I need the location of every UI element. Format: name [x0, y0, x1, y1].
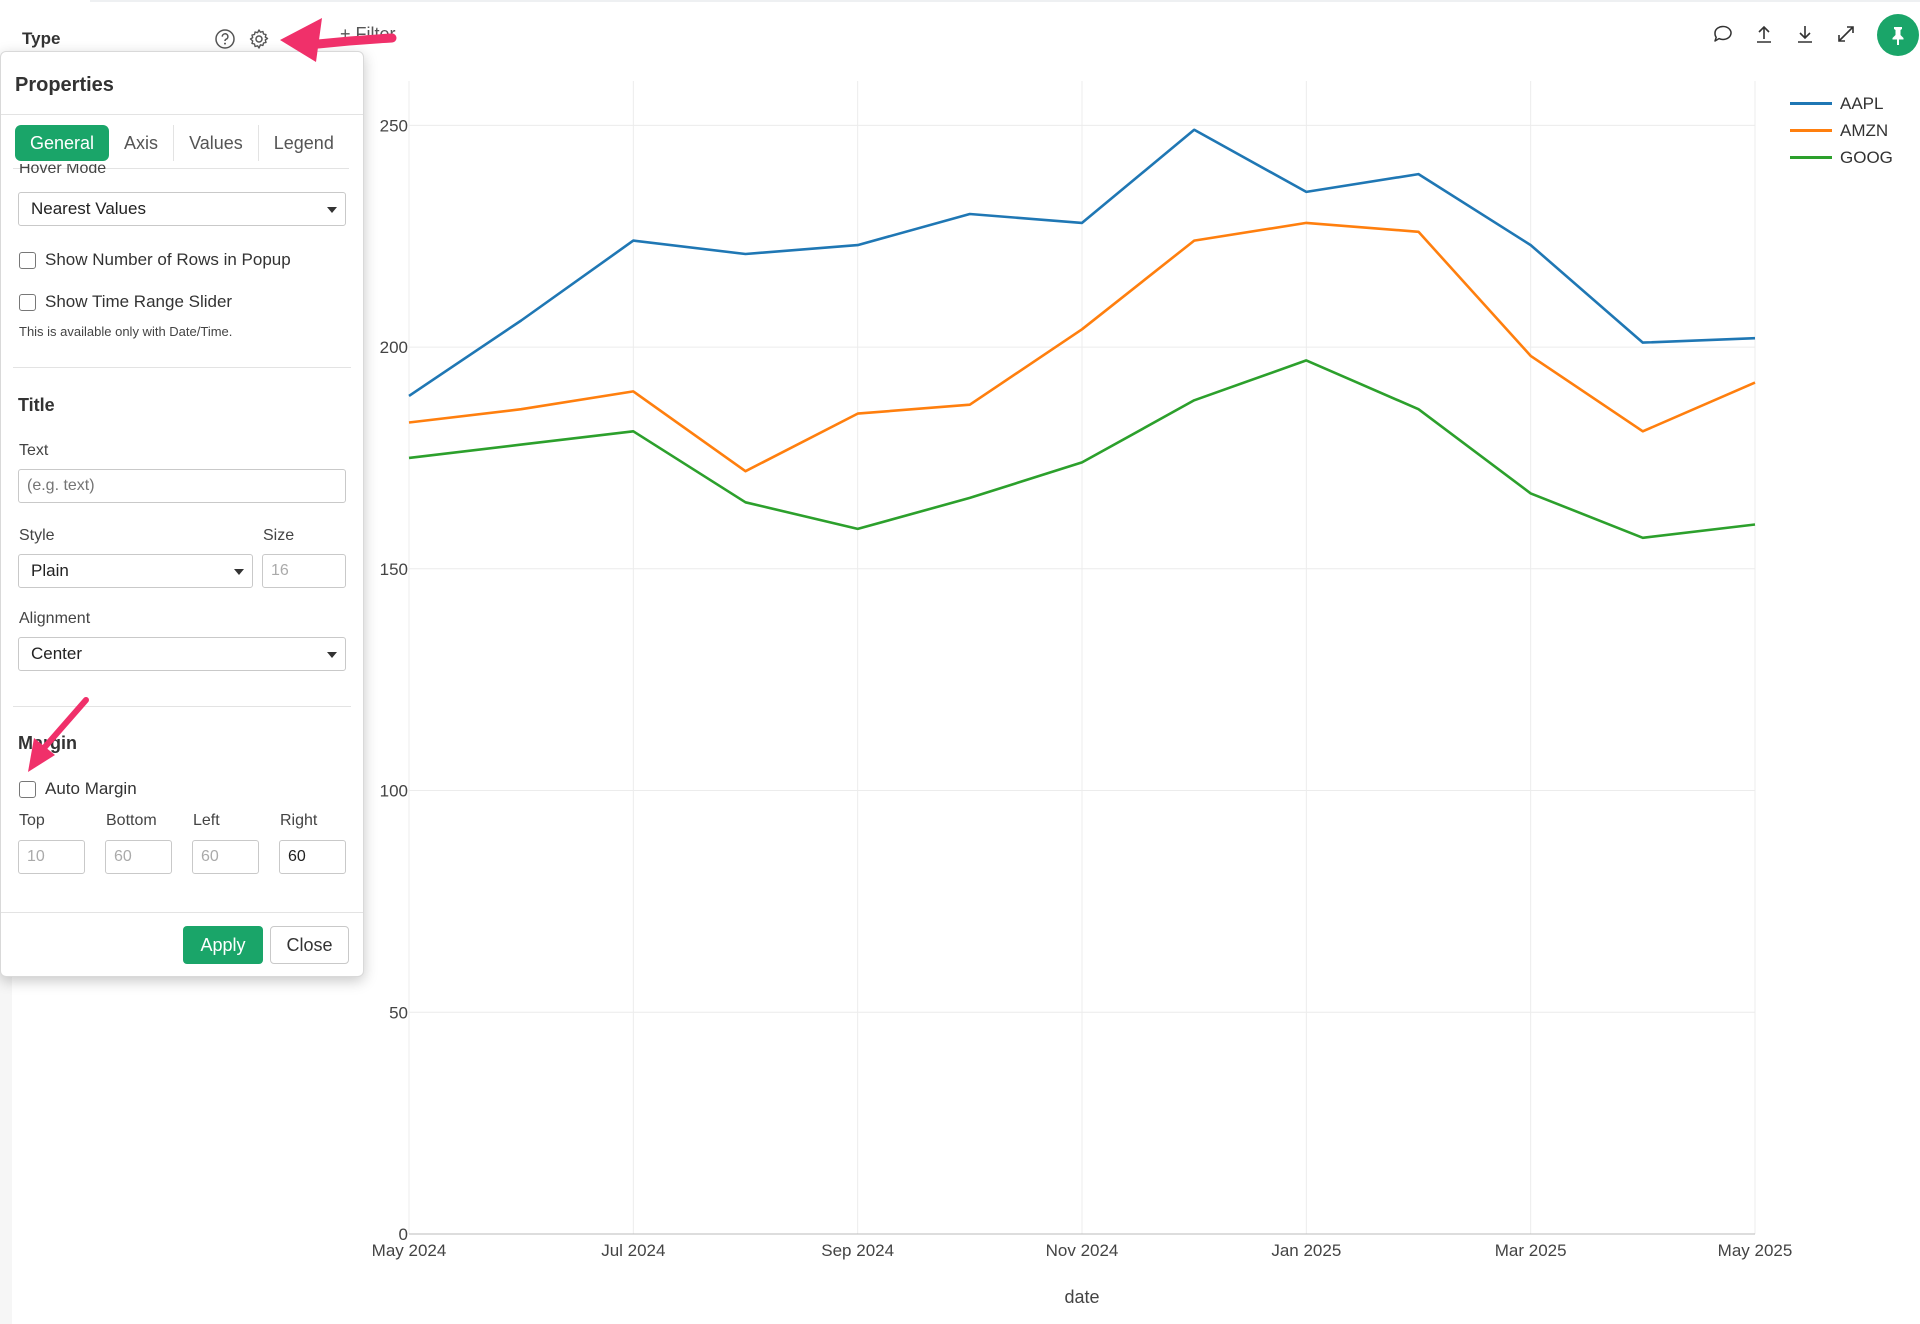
alignment-label: Alignment: [19, 610, 91, 627]
y-tick-label: 100: [380, 782, 408, 801]
divider: [1, 114, 363, 115]
style-value: Plain: [31, 561, 69, 580]
auto-margin-label: Auto Margin: [45, 779, 137, 798]
tabs-underline: [13, 168, 349, 169]
slider-note: This is available only with Date/Time.: [19, 324, 233, 339]
gear-icon[interactable]: [248, 28, 270, 50]
gridlines: [408, 81, 1756, 1234]
tab-values[interactable]: Values: [174, 125, 259, 161]
series-lines: [408, 128, 1756, 540]
margin-top-label: Top: [19, 812, 45, 829]
apply-button[interactable]: Apply: [183, 926, 263, 964]
x-tick-label: Mar 2025: [1495, 1241, 1567, 1260]
divider: [13, 367, 351, 368]
auto-margin-checkbox-row[interactable]: Auto Margin: [19, 779, 137, 799]
show-rows-checkbox-row[interactable]: Show Number of Rows in Popup: [19, 250, 291, 270]
legend-label: AAPL: [1840, 93, 1884, 113]
top-divider: [90, 0, 1920, 2]
properties-tabs: General Axis Values Legend: [15, 125, 349, 161]
close-button[interactable]: Close: [270, 926, 349, 964]
show-slider-checkbox[interactable]: [19, 293, 36, 311]
show-rows-checkbox[interactable]: [19, 251, 36, 269]
y-tick-label: 0: [399, 1225, 408, 1244]
axes: 0 50 100 150 200 250 May 2024 Jul 2024 Sep 2024 N…: [372, 116, 1793, 1260]
x-tick-label: May 2024: [372, 1241, 447, 1260]
divider: [1, 912, 363, 913]
series-line-aapl: [408, 128, 1756, 397]
y-tick-label: 150: [380, 560, 408, 579]
chevron-down-icon: [234, 569, 244, 575]
margin-left-label: Left: [193, 812, 220, 829]
help-circle-icon[interactable]: [214, 28, 236, 50]
chevron-down-icon: [327, 652, 337, 658]
hover-mode-label-text: Hover Mode: [19, 164, 107, 177]
auto-margin-checkbox[interactable]: [19, 780, 36, 798]
comment-icon[interactable]: [1711, 22, 1735, 46]
title-text-label: Text: [19, 442, 49, 459]
y-tick-label: 250: [380, 116, 408, 135]
chevron-down-icon: [327, 207, 337, 213]
title-text-input[interactable]: [18, 469, 346, 503]
chart-legend: AAPL AMZN GOOG: [1790, 90, 1893, 171]
size-label: Size: [263, 527, 295, 544]
style-label: Style: [19, 527, 55, 544]
properties-panel: Properties General Axis Values Legend Ho…: [0, 51, 364, 977]
download-icon[interactable]: [1793, 22, 1817, 46]
x-tick-label: Jan 2025: [1271, 1241, 1341, 1260]
x-axis-label: date: [1064, 1287, 1099, 1307]
size-input[interactable]: 16: [262, 554, 346, 588]
margin-right-label: Right: [280, 812, 318, 829]
margin-right-input[interactable]: 60: [279, 840, 346, 874]
panel-title: Properties: [15, 74, 114, 96]
tab-axis[interactable]: Axis: [109, 125, 175, 161]
margin-section-heading: Margin: [18, 733, 78, 753]
alignment-select[interactable]: Center: [18, 637, 346, 671]
margin-top-input[interactable]: 10: [18, 840, 85, 874]
legend-item-goog[interactable]: GOOG: [1790, 144, 1893, 171]
pin-button[interactable]: [1877, 14, 1919, 56]
legend-swatch: [1790, 156, 1832, 159]
x-tick-label: Nov 2024: [1046, 1241, 1119, 1260]
margin-left-input[interactable]: 60: [192, 840, 259, 874]
legend-swatch: [1790, 129, 1832, 132]
type-label: Type: [22, 29, 61, 48]
y-tick-label: 50: [389, 1003, 408, 1022]
pin-icon: [1892, 27, 1904, 45]
margin-bottom-label: Bottom: [106, 812, 157, 829]
hover-mode-value: Nearest Values: [31, 199, 146, 218]
legend-label: AMZN: [1840, 120, 1889, 140]
divider: [13, 706, 351, 707]
legend-item-amzn[interactable]: AMZN: [1790, 117, 1893, 144]
series-line-goog: [408, 359, 1756, 540]
legend-item-aapl[interactable]: AAPL: [1790, 90, 1893, 117]
expand-icon[interactable]: [1834, 22, 1858, 46]
tab-legend[interactable]: Legend: [273, 133, 334, 153]
x-tick-label: Sep 2024: [821, 1241, 894, 1260]
legend-swatch: [1790, 102, 1832, 105]
show-slider-checkbox-row[interactable]: Show Time Range Slider: [19, 292, 232, 312]
y-tick-label: 200: [380, 338, 408, 357]
title-section-heading: Title: [18, 395, 55, 415]
show-rows-label: Show Number of Rows in Popup: [45, 250, 291, 269]
style-select[interactable]: Plain: [18, 554, 253, 588]
upload-icon[interactable]: [1752, 22, 1776, 46]
alignment-value: Center: [31, 644, 83, 663]
tab-general[interactable]: General: [15, 125, 110, 161]
show-slider-label: Show Time Range Slider: [45, 292, 233, 311]
margin-bottom-input[interactable]: 60: [105, 840, 172, 874]
hover-mode-select[interactable]: Nearest Values: [18, 192, 346, 226]
series-line-amzn: [408, 221, 1756, 473]
hover-mode-label: Hover Mode: [19, 164, 106, 180]
legend-label: GOOG: [1840, 147, 1893, 167]
x-tick-label: May 2025: [1718, 1241, 1793, 1260]
x-tick-label: Jul 2024: [601, 1241, 665, 1260]
